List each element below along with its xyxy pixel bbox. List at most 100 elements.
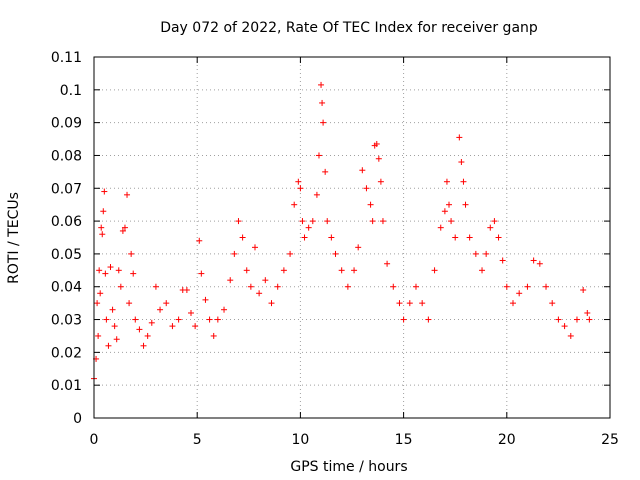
x-tick-label: 15 xyxy=(395,432,413,448)
data-point xyxy=(262,277,269,284)
data-point xyxy=(524,283,531,290)
data-point xyxy=(309,218,316,225)
data-point xyxy=(183,287,190,294)
data-point xyxy=(344,283,351,290)
data-point xyxy=(373,140,380,147)
data-point xyxy=(363,185,370,192)
data-point xyxy=(128,250,135,257)
data-point xyxy=(111,323,118,330)
y-tick-label: 0.03 xyxy=(51,313,82,329)
data-point xyxy=(152,283,159,290)
data-point xyxy=(472,250,479,257)
y-tick-label: 0.07 xyxy=(51,181,82,197)
data-point xyxy=(140,342,147,349)
x-tick-label: 20 xyxy=(498,432,516,448)
data-point xyxy=(462,201,469,208)
data-point xyxy=(377,178,384,185)
data-point xyxy=(100,208,107,215)
data-point xyxy=(313,191,320,198)
data-point xyxy=(466,234,473,241)
data-point xyxy=(198,270,205,277)
data-point xyxy=(295,178,302,185)
data-point xyxy=(400,316,407,323)
data-point xyxy=(396,300,403,307)
data-point xyxy=(113,336,120,343)
data-points xyxy=(91,81,593,382)
data-point xyxy=(441,208,448,215)
data-point xyxy=(299,218,306,225)
data-point xyxy=(355,244,362,251)
data-point xyxy=(503,283,510,290)
data-point xyxy=(102,270,109,277)
data-point xyxy=(126,300,133,307)
data-point xyxy=(239,234,246,241)
data-point xyxy=(243,267,250,274)
data-point xyxy=(251,244,258,251)
data-point xyxy=(144,332,151,339)
data-point xyxy=(460,178,467,185)
data-point xyxy=(202,296,209,303)
data-point xyxy=(107,264,114,271)
data-point xyxy=(338,267,345,274)
data-point xyxy=(379,218,386,225)
data-point xyxy=(390,283,397,290)
data-point xyxy=(247,283,254,290)
data-point xyxy=(130,270,137,277)
data-point xyxy=(437,224,444,231)
data-point xyxy=(103,316,110,323)
data-point xyxy=(425,316,432,323)
data-point xyxy=(96,267,103,274)
data-point xyxy=(256,290,263,297)
y-tick-label: 0 xyxy=(73,411,82,427)
x-tick-label: 5 xyxy=(193,432,202,448)
data-point xyxy=(301,234,308,241)
data-point xyxy=(175,316,182,323)
data-point xyxy=(274,283,281,290)
data-point xyxy=(291,201,298,208)
y-tick-label: 0.05 xyxy=(51,247,82,263)
data-point xyxy=(369,218,376,225)
data-point xyxy=(567,332,574,339)
data-point xyxy=(446,201,453,208)
data-point xyxy=(169,323,176,330)
data-point xyxy=(297,185,304,192)
grid xyxy=(94,57,610,418)
y-tick-label: 0.01 xyxy=(51,378,82,394)
data-point xyxy=(117,283,124,290)
data-point xyxy=(487,224,494,231)
data-point xyxy=(351,267,358,274)
data-point xyxy=(359,167,366,174)
data-point xyxy=(192,323,199,330)
y-tick-label: 0.1 xyxy=(60,83,82,99)
data-point xyxy=(136,326,143,333)
data-point xyxy=(188,309,195,316)
data-point xyxy=(97,290,104,297)
data-point xyxy=(448,218,455,225)
y-tick-label: 0.02 xyxy=(51,345,82,361)
data-point xyxy=(124,191,131,198)
data-point xyxy=(98,224,105,231)
data-point xyxy=(324,218,331,225)
data-point xyxy=(431,267,438,274)
plot-frame xyxy=(93,56,611,419)
y-tick-label: 0.08 xyxy=(51,148,82,164)
data-point xyxy=(119,227,126,234)
data-point xyxy=(221,306,228,313)
data-point xyxy=(561,323,568,330)
data-point xyxy=(132,316,139,323)
x-tick-label: 25 xyxy=(601,432,619,448)
y-tick-label: 0.06 xyxy=(51,214,82,230)
data-point xyxy=(268,300,275,307)
data-point xyxy=(580,287,587,294)
data-point xyxy=(305,224,312,231)
data-point xyxy=(319,99,326,106)
data-point xyxy=(101,188,108,195)
data-point xyxy=(315,152,322,159)
data-point xyxy=(214,316,221,323)
data-point xyxy=(367,201,374,208)
data-point xyxy=(443,178,450,185)
y-axis-label: ROTI / TECUs xyxy=(6,192,22,284)
data-point xyxy=(479,267,486,274)
data-point xyxy=(235,218,242,225)
